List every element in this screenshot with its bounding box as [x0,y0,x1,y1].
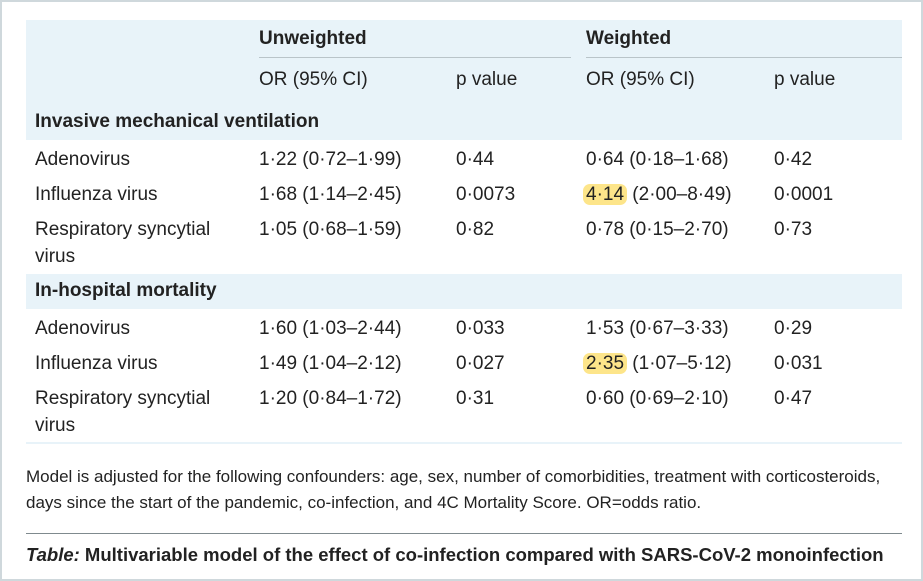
p-unweighted: 0·033 [456,318,505,339]
or-weighted-ci: (0·67–3·33) [624,318,729,339]
or-weighted-ci: (0·15–2·70) [624,219,729,240]
caption-text: Multivariable model of the effect of co-… [79,544,884,565]
p-unweighted: 0·31 [456,388,495,409]
group-header-row: Unweighted Weighted [26,20,902,58]
or-unweighted: 1·60 (1·03–2·44) [259,318,402,339]
row-label: Respiratory syncytial virus [35,388,211,436]
or-unweighted: 1·05 (0·68–1·59) [259,219,402,240]
column-header-row: OR (95% CI) p value OR (95% CI) p value [26,58,902,106]
or-weighted-estimate: 0·60 [586,388,625,409]
or-unweighted: 1·68 (1·14–2·45) [259,184,402,205]
p-weighted: 0·0001 [774,184,834,205]
row-label: Adenovirus [35,318,131,339]
section-body: Adenovirus 1·60 (1·03–2·44) 0·033 1·53 (… [26,309,902,442]
or-weighted-estimate-highlight: 2·35 [583,353,628,374]
or-weighted: 0·78 (0·15–2·70) [586,216,729,243]
p-unweighted: 0·027 [456,353,505,374]
col-header-or-weighted: OR (95% CI) [586,69,695,90]
or-weighted-estimate: 1·53 [586,318,625,339]
section-body: Adenovirus 1·22 (0·72–1·99) 0·44 0·64 (0… [26,140,902,274]
p-unweighted: 0·44 [456,149,495,170]
p-weighted: 0·73 [774,219,813,240]
or-weighted: 4·14 (2·00–8·49) [583,181,732,208]
caption-label: Table: [26,544,80,565]
row-label: Influenza virus [35,184,158,205]
or-weighted-estimate: 0·78 [586,219,625,240]
section-title: Invasive mechanical ventilation [35,111,320,132]
row-label: Respiratory syncytial virus [35,219,211,267]
p-weighted: 0·031 [774,353,823,374]
row-label: Influenza virus [35,353,158,374]
or-weighted-estimate-highlight: 4·14 [583,184,628,205]
p-weighted: 0·47 [774,388,813,409]
section-header-row: In-hospital mortality [26,274,902,309]
group-underline-unweighted [259,57,571,58]
or-unweighted: 1·22 (0·72–1·99) [259,149,402,170]
p-unweighted: 0·0073 [456,184,516,205]
or-weighted-ci: (0·18–1·68) [624,149,729,170]
p-weighted: 0·42 [774,149,813,170]
or-weighted: 0·64 (0·18–1·68) [586,146,729,173]
data-table: Unweighted Weighted OR (95% CI) p value … [26,20,902,444]
or-unweighted: 1·49 (1·04–2·12) [259,353,402,374]
or-weighted-ci: (2·00–8·49) [627,184,732,205]
or-weighted: 0·60 (0·69–2·10) [586,385,729,412]
group-underline-weighted [586,57,902,58]
section-title: In-hospital mortality [35,280,217,301]
or-weighted-ci: (1·07–5·12) [627,353,732,374]
section-header-row: Invasive mechanical ventilation [26,106,902,140]
col-header-or-unweighted: OR (95% CI) [259,69,368,90]
col-header-p-unweighted: p value [456,69,518,90]
or-unweighted: 1·20 (0·84–1·72) [259,388,402,409]
row-label: Adenovirus [35,149,131,170]
table-caption: Table: Multivariable model of the effect… [26,542,906,568]
or-weighted-ci: (0·69–2·10) [624,388,729,409]
table-bottom-edge [26,442,902,444]
or-weighted-estimate: 0·64 [586,149,625,170]
p-weighted: 0·29 [774,318,813,339]
group-header-unweighted: Unweighted [259,28,367,49]
or-weighted: 2·35 (1·07–5·12) [583,350,732,377]
p-unweighted: 0·82 [456,219,495,240]
caption-divider [26,533,902,534]
or-weighted: 1·53 (0·67–3·33) [586,315,729,342]
table-footnote: Model is adjusted for the following conf… [26,467,881,512]
col-header-p-weighted: p value [774,69,836,90]
group-header-weighted: Weighted [586,28,672,49]
